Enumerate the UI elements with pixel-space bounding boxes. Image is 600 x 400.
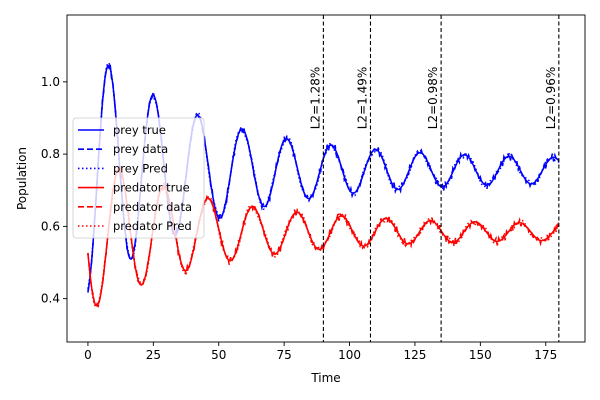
x-tick-label-4: 100 <box>338 348 361 362</box>
x-tick-label-0: 0 <box>84 348 92 362</box>
series-line-prey-Pred <box>87 61 560 289</box>
legend-label-3: predator true <box>113 181 190 195</box>
y-tick-label-1: 0.6 <box>41 219 60 233</box>
x-tick-label-2: 50 <box>211 348 226 362</box>
vline-label-1: L2=1.49% <box>355 67 369 130</box>
y-tick-label-0: 0.4 <box>41 292 60 306</box>
y-tick-label-2: 0.8 <box>41 147 60 161</box>
x-tick-label-1: 25 <box>146 348 161 362</box>
x-tick-label-7: 175 <box>534 348 557 362</box>
y-axis: 0.4 0.6 0.8 1.0 <box>41 75 67 306</box>
legend-box <box>72 117 205 239</box>
legend-label-4: predator data <box>113 200 192 214</box>
x-tick-label-6: 150 <box>469 348 492 362</box>
vline-label-2: L2=0.98% <box>426 67 440 130</box>
legend-label-5: predator Pred <box>113 219 192 233</box>
x-tick-label-3: 75 <box>277 348 292 362</box>
x-tick-label-5: 125 <box>403 348 426 362</box>
y-axis-title: Population <box>15 147 29 210</box>
legend-label-1: prey data <box>113 142 168 156</box>
legend-label-2: prey Pred <box>113 161 168 175</box>
legend-label-0: prey true <box>113 123 166 137</box>
y-tick-label-3: 1.0 <box>41 75 60 89</box>
legend: prey true prey data prey Pred predator true… <box>72 117 205 239</box>
plot-frame <box>66 14 586 343</box>
vline-label-3: L2=0.96% <box>544 67 558 130</box>
vline-label-0: L2=1.28% <box>308 67 322 130</box>
x-axis: 0 25 50 75 100 125 150 175 <box>84 342 557 362</box>
x-axis-title: Time <box>310 371 340 385</box>
